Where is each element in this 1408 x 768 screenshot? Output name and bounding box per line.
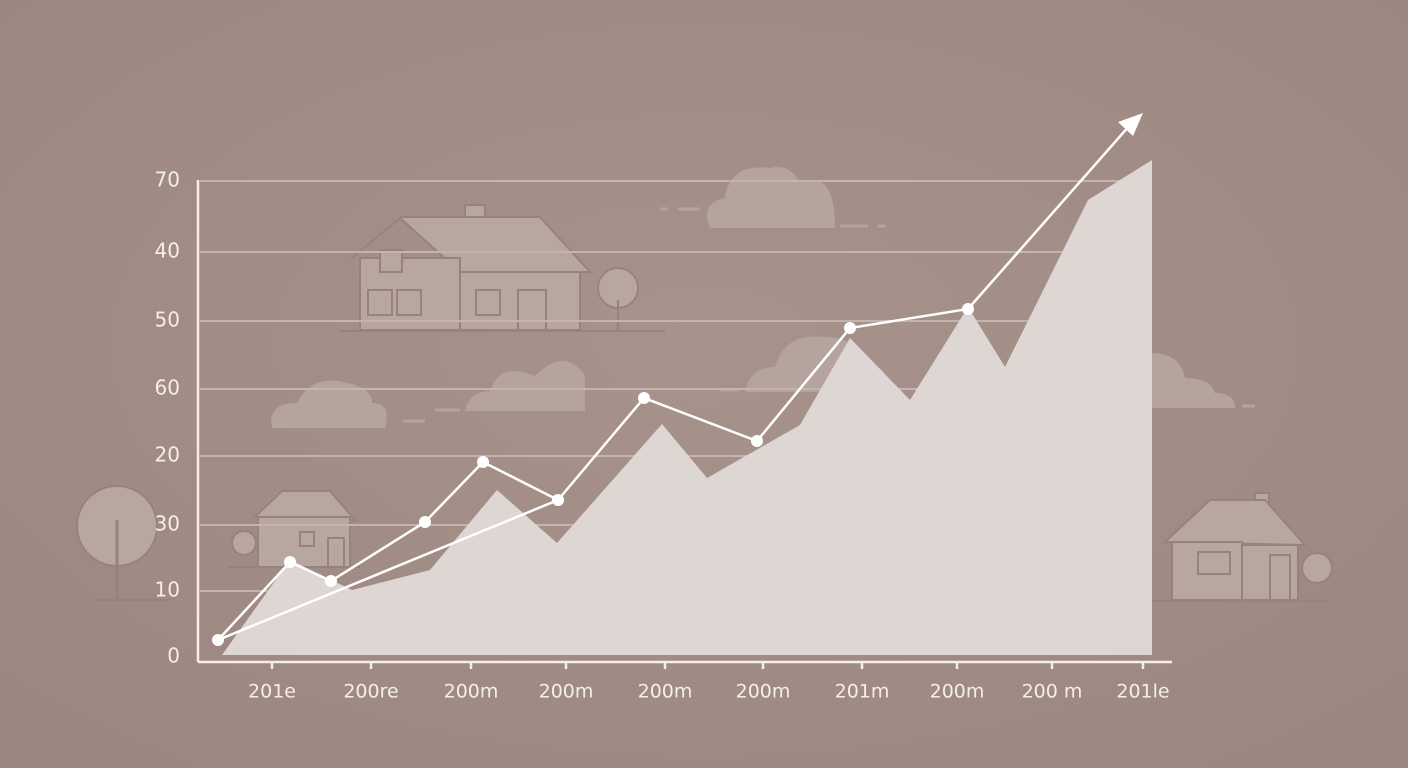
x-label: 200m: [444, 681, 499, 703]
y-label: 0: [167, 644, 180, 668]
house-small-right: [1150, 492, 1333, 602]
arrow-head: [1118, 113, 1143, 136]
y-labels: 70 40 50 60 20 30 10 0: [155, 168, 180, 668]
x-label: 201e: [248, 681, 296, 703]
x-label: 200m: [930, 681, 985, 703]
x-label: 200 m: [1022, 681, 1083, 703]
x-label: 200m: [736, 681, 791, 703]
y-label: 70: [155, 168, 180, 192]
x-label: 201m: [835, 681, 890, 703]
x-label: 200m: [638, 681, 693, 703]
y-label: 10: [155, 578, 180, 602]
y-label: 20: [155, 443, 180, 467]
houses: [76, 204, 1333, 602]
y-label: 50: [155, 308, 180, 332]
x-label: 200re: [343, 681, 398, 703]
points: [212, 303, 974, 646]
area: [222, 160, 1152, 655]
axes: [196, 180, 1172, 669]
x-labels: 201e 200re 200m 200m 200m 200m 201m 200m…: [248, 681, 1170, 703]
y-label: 30: [155, 512, 180, 536]
x-label: 200m: [539, 681, 594, 703]
x-label: 201le: [1116, 681, 1169, 703]
y-label: 40: [155, 239, 180, 263]
y-label: 60: [155, 376, 180, 400]
